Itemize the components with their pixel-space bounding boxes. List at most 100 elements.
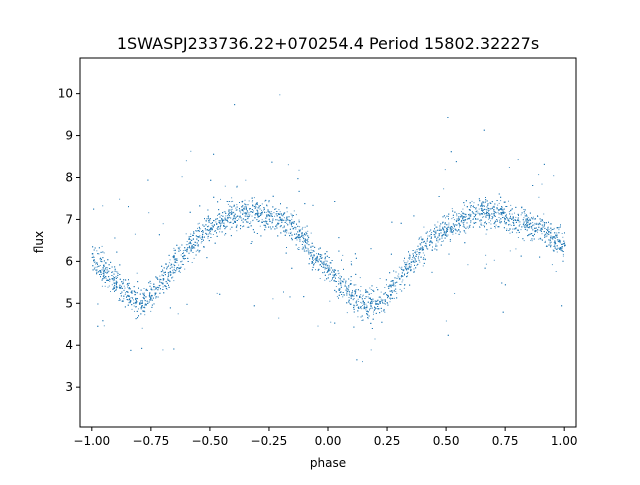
data-point (153, 303, 155, 305)
data-point (320, 258, 322, 259)
data-point (558, 229, 560, 231)
data-point (535, 223, 537, 225)
data-point (214, 220, 216, 222)
data-point (195, 230, 196, 232)
data-point (266, 205, 268, 207)
data-point (103, 325, 105, 327)
data-point (473, 216, 475, 218)
data-point (286, 222, 288, 224)
data-point (339, 292, 341, 293)
data-point (502, 209, 504, 211)
data-point (291, 224, 292, 226)
data-point (562, 236, 564, 238)
data-point (389, 272, 391, 274)
data-point (551, 237, 553, 239)
data-point (305, 239, 307, 241)
data-point (283, 225, 285, 227)
data-point (304, 233, 306, 235)
data-point (487, 210, 489, 212)
data-point (473, 202, 475, 204)
data-point (462, 222, 464, 224)
data-point (551, 237, 553, 239)
data-point (416, 254, 418, 255)
data-point (196, 238, 198, 240)
data-point (526, 220, 528, 222)
data-point (349, 303, 351, 305)
data-point (147, 179, 149, 181)
data-point (452, 231, 454, 233)
data-point (119, 264, 121, 266)
data-point (201, 231, 202, 232)
data-point (516, 232, 518, 234)
data-point (318, 253, 319, 255)
data-point (109, 280, 111, 282)
data-point (448, 218, 449, 220)
data-point (291, 226, 293, 227)
data-point (350, 261, 352, 262)
data-point (173, 249, 175, 251)
data-point (332, 274, 334, 276)
data-point (194, 247, 196, 249)
data-point (292, 215, 294, 216)
data-point (331, 271, 333, 273)
data-point (375, 307, 377, 309)
data-point (448, 215, 449, 217)
data-point (519, 223, 521, 225)
data-point (480, 205, 482, 206)
data-point (127, 286, 128, 288)
data-point (114, 237, 116, 239)
data-point (108, 270, 110, 272)
data-point (486, 209, 488, 211)
data-point (349, 294, 351, 296)
data-point (442, 221, 444, 223)
data-point (188, 238, 190, 240)
data-point (459, 226, 460, 228)
data-point (123, 298, 125, 300)
data-point (286, 211, 288, 213)
data-point (512, 228, 514, 230)
data-point (185, 244, 187, 246)
data-point (510, 224, 512, 226)
data-point (249, 208, 250, 210)
data-point (511, 213, 513, 215)
data-point (261, 209, 262, 211)
data-point (389, 285, 391, 287)
data-point (202, 230, 204, 232)
data-point (214, 242, 216, 244)
data-point (387, 302, 389, 304)
data-point (124, 293, 126, 295)
data-point (526, 229, 528, 231)
data-point (456, 218, 458, 220)
data-point (146, 304, 147, 306)
data-point (424, 254, 425, 256)
data-point (388, 287, 390, 289)
data-point (218, 221, 220, 223)
data-point (211, 224, 213, 226)
data-point (501, 214, 503, 216)
data-point (404, 266, 406, 268)
data-point (266, 223, 268, 225)
data-point (103, 271, 105, 273)
data-point (390, 290, 392, 292)
data-point (359, 295, 361, 297)
data-point (218, 220, 220, 222)
data-point (403, 260, 405, 262)
data-point (443, 188, 445, 190)
data-point (192, 238, 194, 240)
data-point (324, 279, 326, 281)
data-point (119, 274, 121, 275)
data-point (544, 222, 546, 223)
data-point (256, 233, 258, 234)
data-point (554, 240, 556, 242)
data-point (522, 238, 524, 240)
data-point (549, 239, 551, 241)
data-point (217, 201, 219, 203)
data-point (515, 216, 517, 218)
data-point (532, 228, 534, 230)
data-point (455, 232, 457, 234)
data-point (271, 222, 273, 224)
data-point (384, 300, 386, 302)
data-point (408, 263, 410, 265)
data-point (93, 267, 95, 269)
data-point (217, 214, 218, 216)
